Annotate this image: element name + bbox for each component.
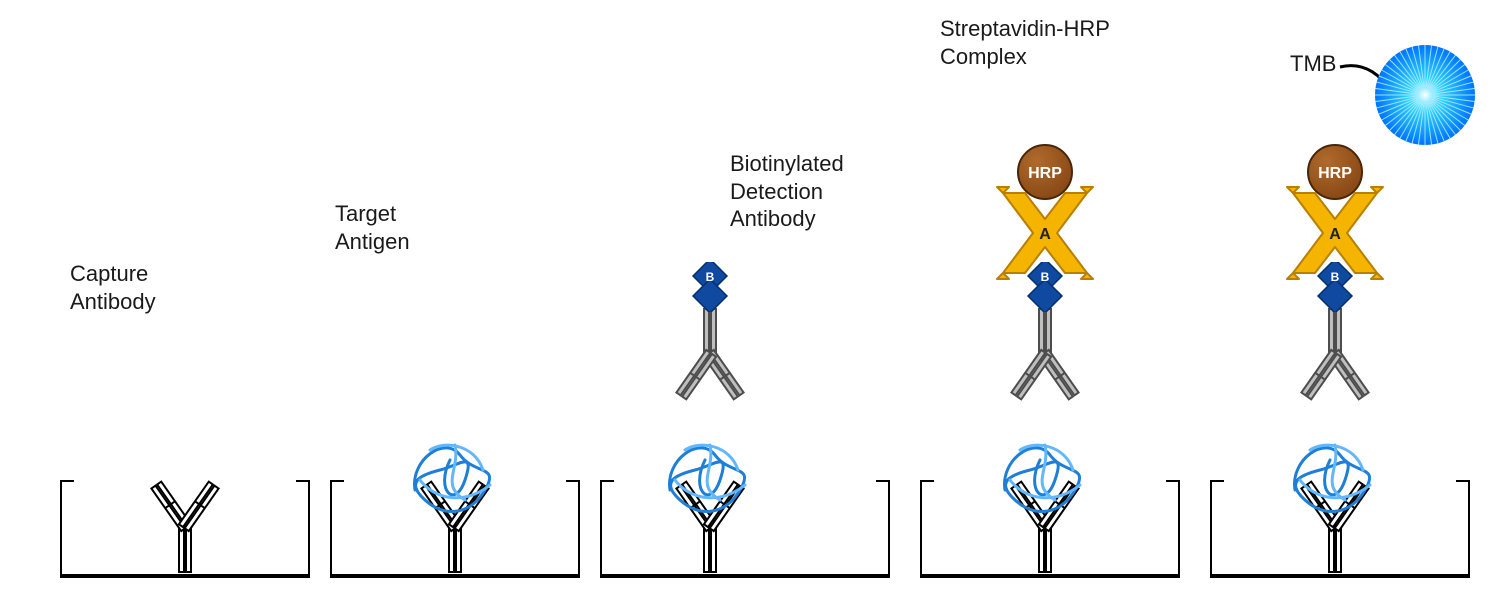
panel-3: Biotinylated Detection Antibody (600, 20, 890, 580)
hrp-icon: HRP (1015, 142, 1075, 202)
detection-antibody-icon (1280, 300, 1390, 450)
hrp-label: HRP (1028, 165, 1062, 182)
tmb-signal-icon (1370, 40, 1480, 150)
biotin-icon: B (688, 262, 732, 312)
label-target-antigen: Target Antigen (335, 200, 410, 255)
antigen-icon (405, 430, 505, 520)
panel-4: Streptavidin-HRP Complex (920, 20, 1180, 580)
label-capture-antibody: Capture Antibody (70, 260, 156, 315)
capture-antibody-icon (130, 466, 240, 576)
hrp-icon: HRP (1305, 142, 1365, 202)
streptavidin-label: A (1039, 226, 1051, 243)
detection-antibody-icon (990, 300, 1100, 450)
label-streptavidin-hrp: Streptavidin-HRP Complex (940, 15, 1110, 70)
biotin-label: B (706, 270, 715, 284)
elisa-diagram: Capture Antibody (0, 0, 1500, 600)
panel-2: Target Antigen (330, 20, 580, 580)
detection-antibody-icon (655, 300, 765, 450)
panel-5: TMB (1210, 20, 1470, 580)
label-biotinylated: Biotinylated Detection Antibody (730, 150, 844, 233)
hrp-label: HRP (1318, 165, 1352, 182)
streptavidin-label: A (1329, 226, 1341, 243)
label-tmb: TMB (1290, 50, 1336, 78)
panel-1: Capture Antibody (60, 20, 310, 580)
